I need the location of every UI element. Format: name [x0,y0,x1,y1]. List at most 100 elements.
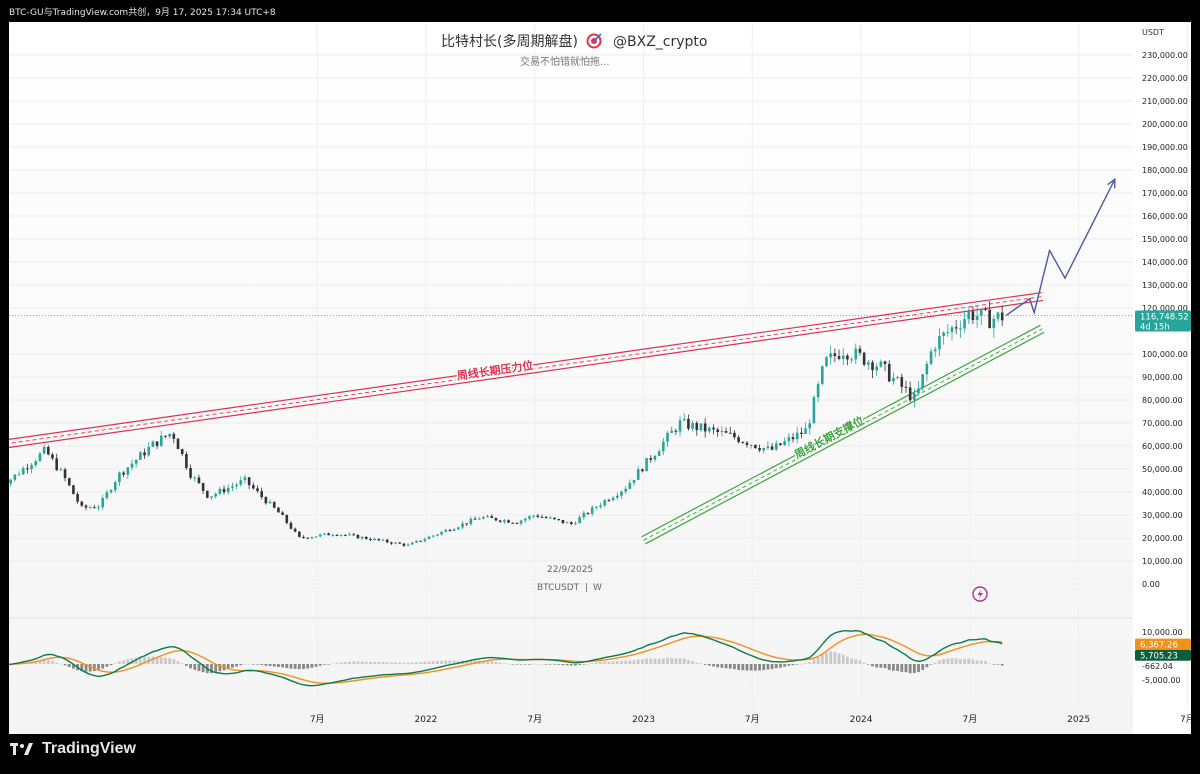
candle[interactable] [398,541,402,544]
candle[interactable] [440,531,443,536]
candle[interactable] [741,441,745,444]
candle[interactable] [218,486,222,496]
candle[interactable] [703,418,707,438]
candle[interactable] [942,331,945,345]
candle[interactable] [298,531,301,538]
candle[interactable] [929,348,933,366]
candle[interactable] [122,470,125,478]
candle[interactable] [67,477,71,487]
candle[interactable] [390,541,393,545]
candle[interactable] [582,510,586,520]
candle[interactable] [762,447,766,454]
candle[interactable] [473,516,477,520]
candle[interactable] [913,388,916,408]
candle[interactable] [636,466,640,480]
candle[interactable] [578,515,581,524]
candle[interactable] [335,533,339,537]
candle[interactable] [996,311,1000,323]
candle[interactable] [607,498,611,502]
candle[interactable] [519,519,523,526]
candle[interactable] [486,514,489,518]
candle[interactable] [381,538,385,541]
candle[interactable] [406,543,410,547]
candle[interactable] [678,416,682,437]
candle[interactable] [682,412,686,422]
candle[interactable] [314,536,318,538]
candle[interactable] [206,490,209,499]
candle[interactable] [377,538,381,542]
candle[interactable] [783,437,786,447]
candle[interactable] [272,501,276,509]
candle[interactable] [159,430,163,447]
candle[interactable] [143,448,146,459]
candle[interactable] [193,476,197,482]
macd-panel[interactable]: 10,000.00 -662.04 -5,000.00 [0,617,1183,687]
candle[interactable] [825,356,828,368]
candle[interactable] [867,359,870,370]
candle[interactable] [532,514,535,519]
candle[interactable] [360,535,364,541]
candle[interactable] [17,471,21,476]
candle[interactable] [461,521,464,530]
candle[interactable] [641,468,644,473]
candle[interactable] [733,430,736,440]
candle[interactable] [653,454,657,463]
candle[interactable] [632,479,636,486]
candle[interactable] [657,448,661,457]
candle[interactable] [720,425,724,437]
candle[interactable] [540,514,544,518]
candle[interactable] [779,442,782,446]
candle[interactable] [553,517,556,521]
candle[interactable] [628,479,632,490]
candle[interactable] [791,433,795,443]
candle[interactable] [904,380,908,393]
candle[interactable] [615,492,619,500]
candle[interactable] [373,537,376,541]
candle[interactable] [352,532,356,536]
candle[interactable] [139,450,142,460]
candle[interactable] [469,516,473,526]
candle[interactable] [586,512,590,515]
candle[interactable] [959,320,962,338]
lightning-icon[interactable] [972,586,988,602]
candle[interactable] [226,484,230,495]
candle[interactable] [645,457,648,472]
candle[interactable] [925,360,929,382]
candle[interactable] [674,428,678,435]
candle[interactable] [950,325,954,341]
candle[interactable] [875,363,878,376]
candle[interactable] [9,478,12,487]
candle[interactable] [42,444,46,455]
candle[interactable] [427,535,431,540]
candle[interactable] [528,515,531,521]
candle[interactable] [979,308,983,325]
candle[interactable] [724,427,728,434]
candle[interactable] [603,498,607,508]
candle[interactable] [565,521,569,524]
candle[interactable] [754,444,757,449]
candle[interactable] [448,528,452,532]
candle[interactable] [728,426,732,434]
candle[interactable] [892,372,895,385]
candle[interactable] [687,414,690,431]
candle[interactable] [168,433,171,439]
candle[interactable] [854,343,858,365]
candle[interactable] [331,533,335,537]
candle[interactable] [210,496,213,500]
candle[interactable] [130,459,134,471]
candle[interactable] [172,432,176,444]
candle[interactable] [938,328,941,357]
candle[interactable] [975,305,979,328]
candle[interactable] [992,315,996,338]
candle[interactable] [716,427,720,437]
candle[interactable] [511,522,515,524]
candle[interactable] [306,537,310,540]
candle[interactable] [482,516,485,520]
candle[interactable] [745,441,749,448]
candle[interactable] [289,521,293,530]
candle[interactable] [494,517,498,522]
candle[interactable] [812,395,816,424]
resistance-channel[interactable] [0,291,1044,450]
candle[interactable] [708,426,711,434]
candle[interactable] [235,482,238,489]
